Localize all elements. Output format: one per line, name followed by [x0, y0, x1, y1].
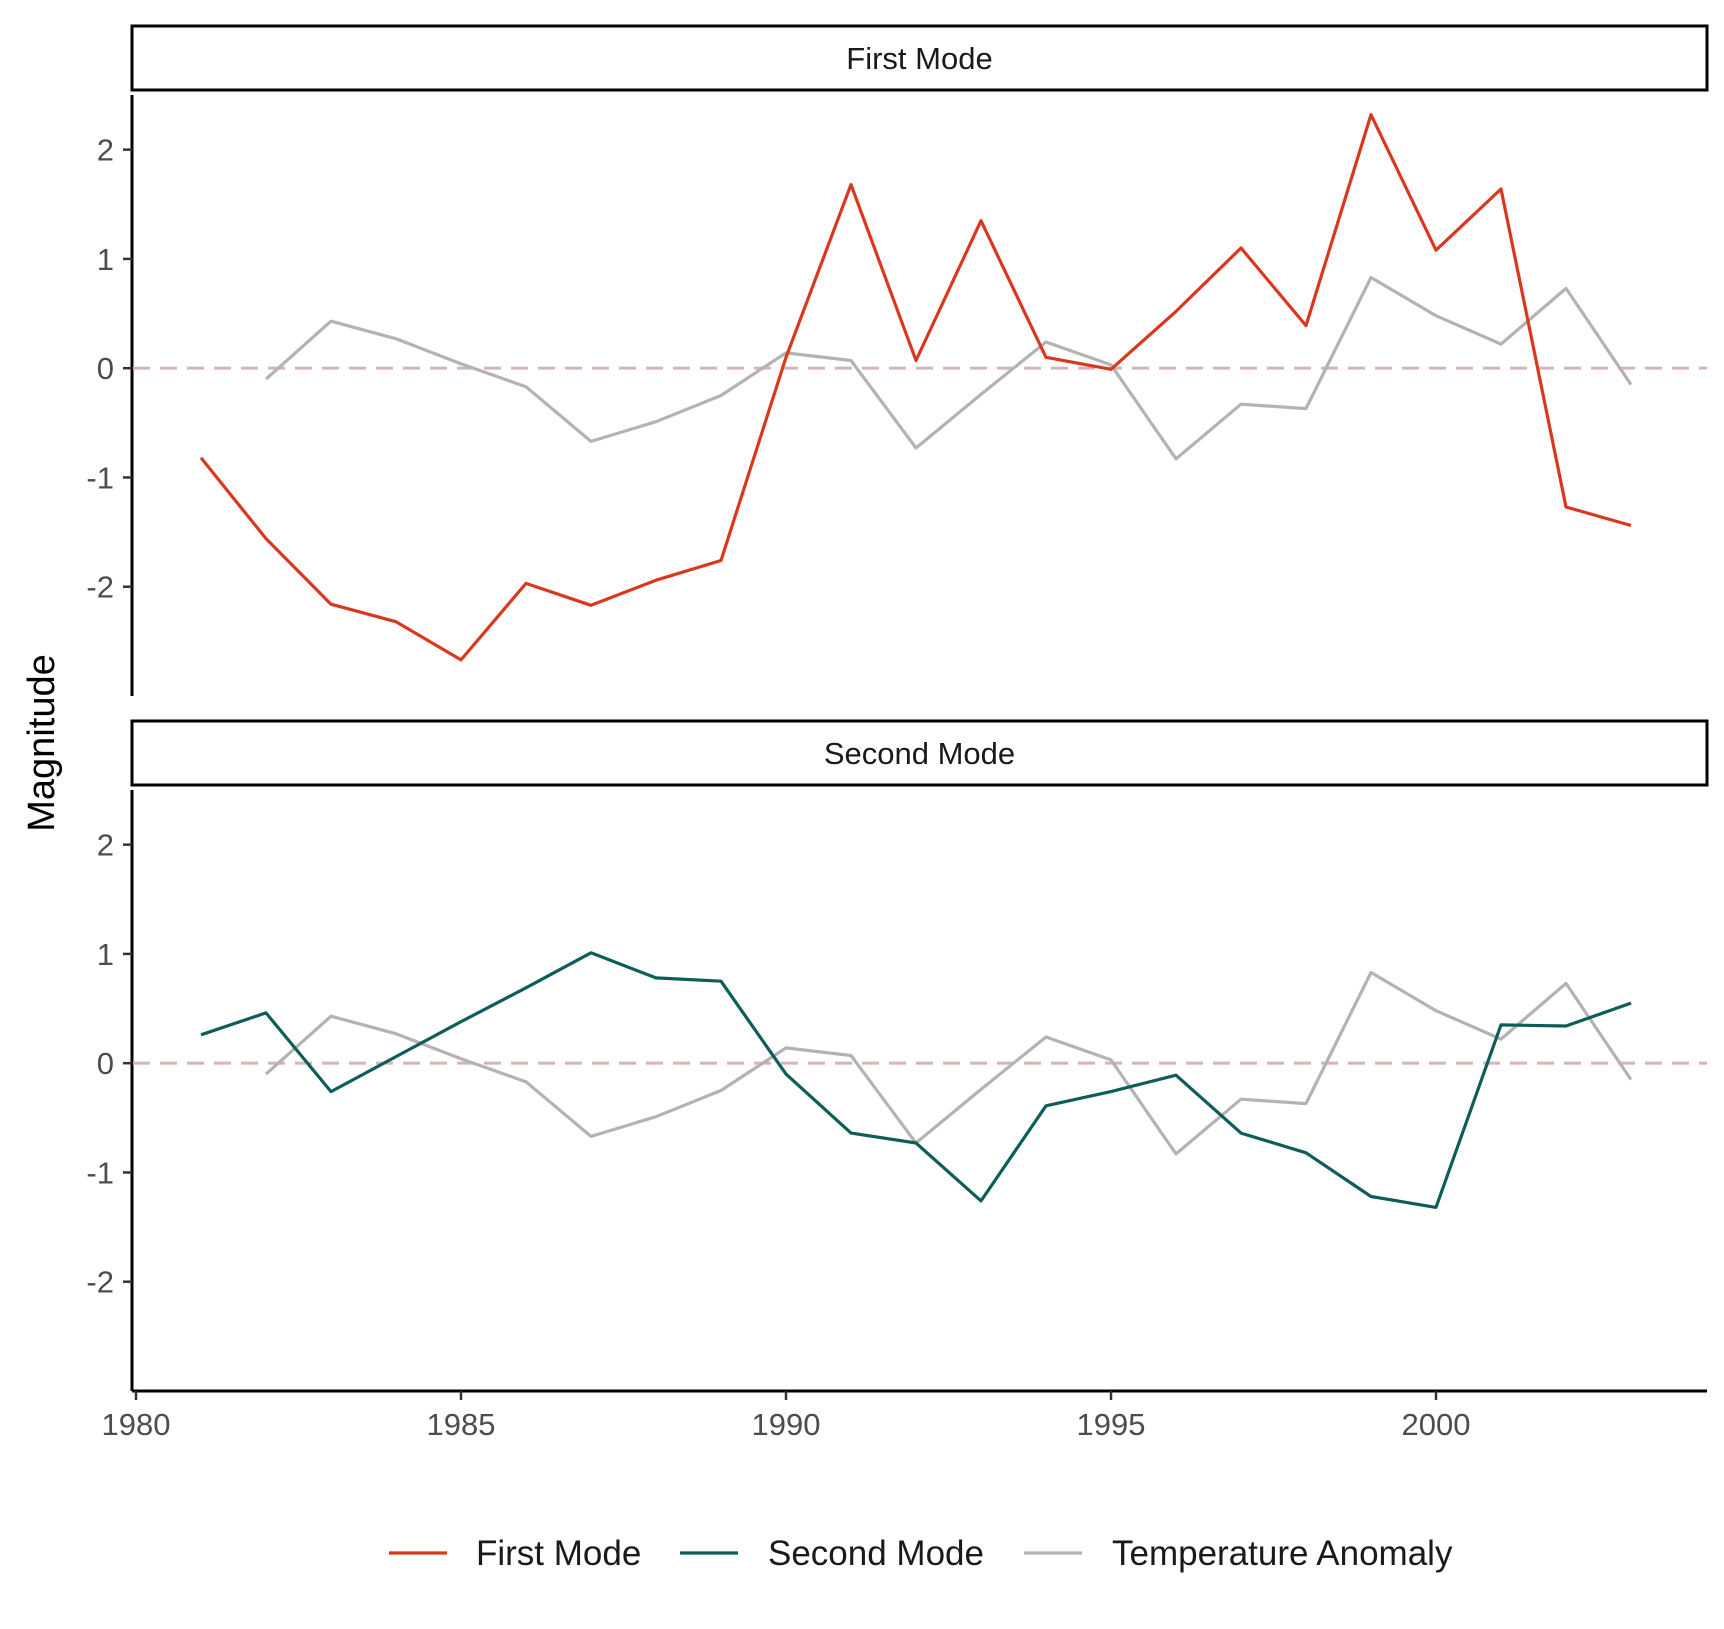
legend-label-second-mode: Second Mode: [768, 1534, 984, 1573]
y-tick-label: -2: [86, 570, 114, 605]
facet-strip-first-mode: [130, 24, 1709, 92]
legend-item-temperature-anomaly: Temperature Anomaly: [1024, 1534, 1453, 1573]
y-axis-title: Magnitude: [21, 654, 63, 831]
facet-strip-second-mode: [130, 719, 1709, 787]
x-tick-label: 1980: [102, 1407, 171, 1442]
y-tick-label: -1: [86, 1155, 114, 1190]
y-tick-label: 2: [97, 828, 114, 863]
legend-item-second-mode: Second Mode: [680, 1534, 984, 1573]
x-tick-label: 1995: [1077, 1407, 1146, 1442]
panel-second-mode: -2 -1 0 1 2: [86, 790, 1707, 1391]
legend-label-temperature-anomaly: Temperature Anomaly: [1112, 1534, 1453, 1573]
x-axis: 1980 1985 1990 1995 2000: [102, 1389, 1707, 1442]
x-tick-label: 2000: [1402, 1407, 1471, 1442]
x-tick-label: 1990: [752, 1407, 821, 1442]
legend-label-first-mode: First Mode: [476, 1534, 641, 1573]
y-tick-label: 1: [97, 242, 114, 277]
series-line-temperature-anomaly: [264, 970, 1633, 1156]
panel-first-mode: -2 -1 0 1 2: [86, 95, 1707, 696]
x-tick-label: 1985: [427, 1407, 496, 1442]
facet-label-second-mode: Second Mode: [824, 736, 1015, 771]
y-tick-label: 0: [97, 1046, 114, 1081]
y-tick-label: -2: [86, 1265, 114, 1300]
legend-item-first-mode: First Mode: [389, 1534, 641, 1573]
series-line-second-mode: [200, 951, 1632, 1210]
legend: First Mode Second Mode Temperature Anoma…: [389, 1534, 1453, 1573]
y-tick-label: 0: [97, 351, 114, 386]
series-line-first-mode: [199, 113, 1632, 662]
series-line-temperature-anomaly: [264, 275, 1633, 461]
facet-label-first-mode: First Mode: [846, 41, 992, 76]
y-tick-label: -1: [86, 460, 114, 495]
y-tick-label: 1: [97, 937, 114, 972]
y-tick-label: 2: [97, 133, 114, 168]
